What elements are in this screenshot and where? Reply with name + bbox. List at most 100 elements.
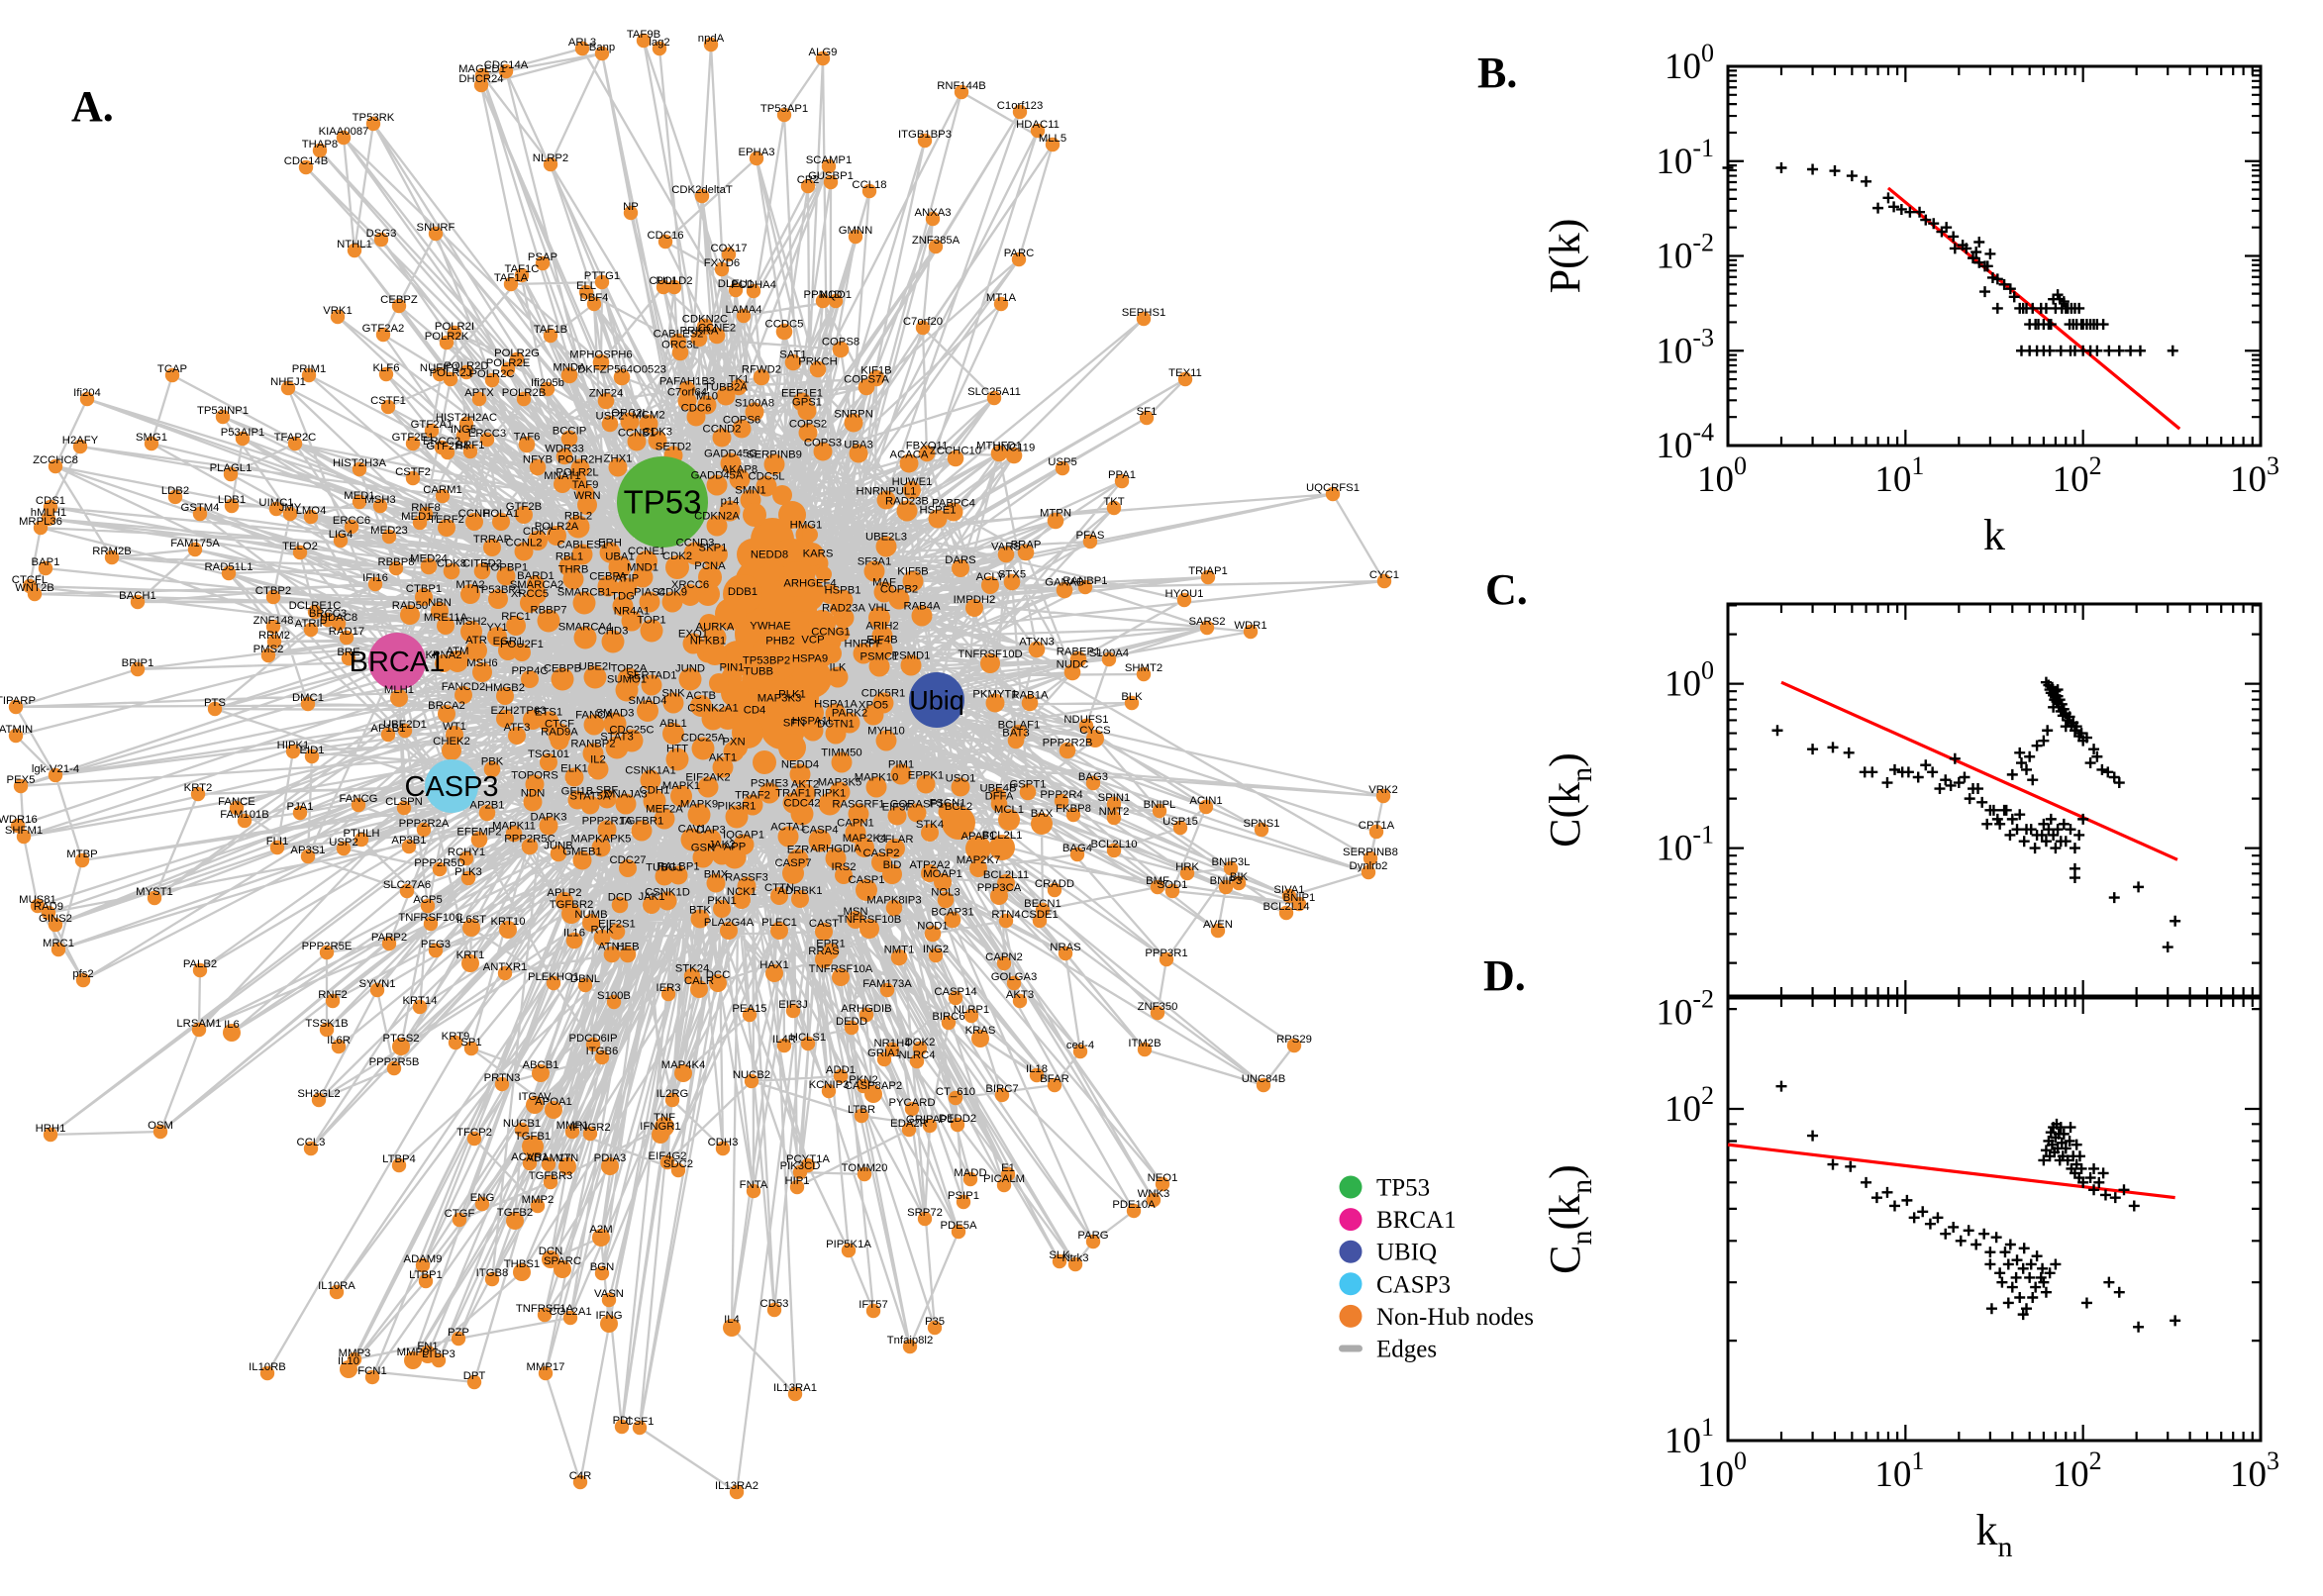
node-unlabeled[interactable] xyxy=(720,641,756,676)
node-RANBP1[interactable] xyxy=(1077,579,1093,595)
hub-node-CASP3[interactable] xyxy=(425,759,478,813)
node-TOMM20[interactable] xyxy=(857,1166,872,1182)
node-PPP2R4[interactable] xyxy=(1054,793,1069,809)
node-TELO2[interactable] xyxy=(292,545,308,560)
node-CCL3[interactable] xyxy=(303,1141,319,1156)
node-SRP72[interactable] xyxy=(917,1211,933,1227)
node-STK4[interactable] xyxy=(921,824,939,842)
node-MED17[interactable] xyxy=(412,515,428,531)
node-GSPT1[interactable] xyxy=(1019,783,1037,801)
node-DOK2[interactable] xyxy=(912,1041,928,1056)
node-THBS1[interactable] xyxy=(513,1263,531,1281)
node-C7orf64[interactable] xyxy=(677,391,697,411)
node-SNK[interactable] xyxy=(662,692,684,714)
node-MNAT1[interactable] xyxy=(554,475,571,493)
node-ADAM17[interactable] xyxy=(541,1156,556,1172)
node-THAP8[interactable] xyxy=(312,143,328,158)
node-COPS3[interactable] xyxy=(813,442,833,461)
node-GOLGA3[interactable] xyxy=(1006,975,1022,991)
node-PRKCH[interactable] xyxy=(809,360,827,378)
node-TAF1C[interactable] xyxy=(514,267,530,283)
node-IMPDH2[interactable] xyxy=(965,599,983,617)
node-AP3S1[interactable] xyxy=(300,848,316,864)
node-TGFB1[interactable] xyxy=(522,1136,544,1157)
node-NDN[interactable] xyxy=(523,792,543,812)
node-ACIN1[interactable] xyxy=(1198,799,1214,815)
node-Ifi205b[interactable] xyxy=(540,381,556,397)
node-BNIP1[interactable] xyxy=(1291,896,1307,912)
node-RBBP8[interactable] xyxy=(388,560,404,576)
node-unlabeled[interactable] xyxy=(728,738,748,757)
node-JAK1[interactable] xyxy=(643,896,660,914)
node-TSSK1B[interactable] xyxy=(319,1022,335,1038)
node-NUFIP1[interactable] xyxy=(432,366,448,382)
node-MMP2[interactable] xyxy=(530,1198,546,1214)
node-MND1[interactable] xyxy=(632,566,654,588)
node-GADD45A[interactable] xyxy=(706,474,728,496)
node-PCDHA4[interactable] xyxy=(746,283,761,299)
node-USP2[interactable] xyxy=(336,841,352,856)
node-C7orf20[interactable] xyxy=(915,320,931,336)
node-CCNH[interactable] xyxy=(465,513,483,531)
node-ZHX1[interactable] xyxy=(608,457,628,477)
node-HDAC8[interactable] xyxy=(331,616,347,632)
node-PPP2R2A[interactable] xyxy=(416,822,432,838)
node-THRB[interactable] xyxy=(562,568,584,590)
node-IFT57[interactable] xyxy=(865,1303,881,1319)
node-MUS81[interactable] xyxy=(30,898,46,914)
node-JUND[interactable] xyxy=(678,667,702,691)
node-CPT1A[interactable] xyxy=(1368,824,1384,840)
node-IFNG[interactable] xyxy=(600,1315,618,1333)
node-NMT1[interactable] xyxy=(890,948,908,966)
node-MRE11A[interactable] xyxy=(437,617,454,635)
node-HNRPF[interactable] xyxy=(853,643,874,664)
node-Banp[interactable] xyxy=(594,46,610,61)
node-EEF1E1[interactable] xyxy=(792,392,812,412)
node-BIRC6[interactable] xyxy=(941,1015,957,1031)
node-TGFBR1[interactable] xyxy=(631,820,653,842)
node-BGN[interactable] xyxy=(594,1265,610,1281)
node-ZNF350[interactable] xyxy=(1150,1005,1165,1021)
node-Dynlrb2[interactable] xyxy=(1361,864,1376,880)
node-HRH1[interactable] xyxy=(43,1127,58,1143)
node-HSPA1L[interactable] xyxy=(802,720,824,742)
node-P53AIP1[interactable] xyxy=(235,431,251,447)
node-TRAF1[interactable] xyxy=(782,792,804,814)
node-SP1[interactable] xyxy=(463,1041,479,1056)
node-BAT3[interactable] xyxy=(1007,732,1025,749)
node-CR2[interactable] xyxy=(800,178,816,194)
node-BNIP3L[interactable] xyxy=(1223,860,1239,876)
node-CCNE2[interactable] xyxy=(708,327,726,345)
node-GTF2A1[interactable] xyxy=(424,423,440,439)
node-SF3A1[interactable] xyxy=(863,560,885,582)
node-PRKRA[interactable] xyxy=(690,330,708,348)
node-RBBP7[interactable] xyxy=(537,609,560,633)
node-SARS2[interactable] xyxy=(1199,620,1215,636)
node-UIMC1[interactable] xyxy=(268,501,284,517)
node-TGFB2[interactable] xyxy=(506,1212,524,1230)
node-EIF2AK2[interactable] xyxy=(697,776,719,798)
node-GTF2A2[interactable] xyxy=(375,327,391,343)
node-ADD1[interactable] xyxy=(833,1068,849,1084)
node-SMARCA4[interactable] xyxy=(573,626,597,649)
node-ATR[interactable] xyxy=(465,640,487,661)
node-CDC14B[interactable] xyxy=(298,159,314,175)
node-CDK2[interactable] xyxy=(665,555,689,579)
node-TP63[interactable] xyxy=(523,710,543,730)
node-BIK[interactable] xyxy=(1231,875,1247,891)
node-CSF1[interactable] xyxy=(632,1420,648,1436)
node-unlabeled[interactable] xyxy=(779,561,815,597)
node-IFNGR1[interactable] xyxy=(652,1126,669,1144)
node-CDH3[interactable] xyxy=(715,1141,731,1156)
node-RFC1[interactable] xyxy=(506,616,526,636)
node-CDC5L[interactable] xyxy=(756,475,777,497)
node-unlabeled[interactable] xyxy=(822,644,842,663)
node-DKFZP564O0523[interactable] xyxy=(613,368,631,386)
node-GTF2B[interactable] xyxy=(515,506,533,524)
node-ABCB1[interactable] xyxy=(532,1064,550,1082)
node-HDAC11[interactable] xyxy=(1030,123,1046,139)
node-SH3GL2[interactable] xyxy=(311,1092,327,1108)
node-ACP5[interactable] xyxy=(420,898,436,914)
node-VARS[interactable] xyxy=(997,546,1015,563)
node-CASP4[interactable] xyxy=(808,829,832,852)
